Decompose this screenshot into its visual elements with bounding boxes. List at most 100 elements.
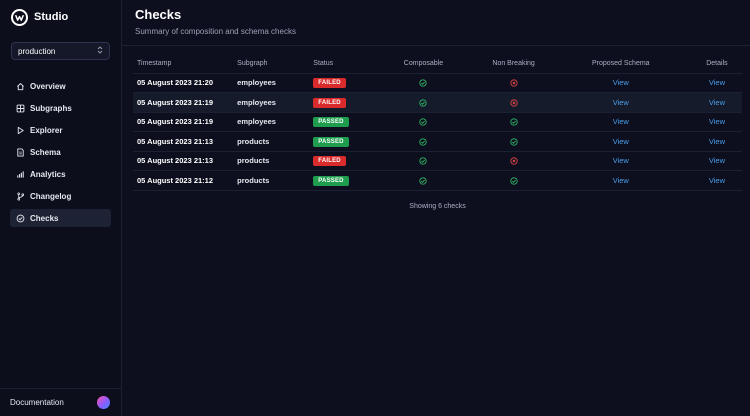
- table-row[interactable]: 05 August 2023 21:19 employees PASSED View V…: [133, 112, 742, 132]
- check-circle-icon: [419, 78, 428, 87]
- check-circle-icon: [509, 176, 518, 185]
- main-content: Checks Summary of composition and schema…: [122, 0, 750, 416]
- cell-proposed-schema: View: [549, 92, 692, 113]
- cell-composable: [369, 73, 478, 93]
- view-details-link[interactable]: View: [708, 156, 725, 166]
- view-proposed-schema-link[interactable]: View: [612, 78, 629, 88]
- cell-subgraph: employees: [233, 92, 310, 113]
- cell-status: FAILED: [309, 92, 370, 113]
- view-details-link[interactable]: View: [708, 117, 725, 127]
- sidebar-item-explorer[interactable]: Explorer: [10, 121, 111, 139]
- page-subtitle: Summary of composition and schema checks: [135, 27, 296, 36]
- check-circle-icon: [419, 137, 428, 146]
- chevron-up-down-icon: [97, 46, 103, 56]
- checks-table: Timestamp Subgraph Status Composable Non…: [133, 55, 742, 191]
- table-row[interactable]: 05 August 2023 21:12 products PASSED View Vi…: [133, 170, 742, 191]
- sidebar-item-label: Overview: [30, 81, 66, 91]
- sidebar-item-schema[interactable]: Schema: [10, 143, 111, 161]
- cell-composable: [369, 92, 478, 113]
- cell-details: View: [691, 112, 742, 132]
- cell-details: View: [691, 73, 742, 93]
- status-badge: FAILED: [313, 156, 346, 167]
- studio-logo-icon: [11, 8, 28, 26]
- check-circle-icon: [509, 137, 518, 146]
- cell-details: View: [691, 170, 742, 191]
- cell-timestamp: 05 August 2023 21:20: [133, 73, 234, 93]
- cell-timestamp: 05 August 2023 21:19: [133, 112, 234, 132]
- git-branch-icon: [16, 191, 25, 201]
- documentation-link[interactable]: Documentation: [10, 398, 64, 407]
- cell-status: FAILED: [309, 73, 370, 93]
- column-header-timestamp: Timestamp: [133, 55, 234, 74]
- x-circle-icon: [509, 78, 518, 87]
- cell-proposed-schema: View: [549, 151, 692, 171]
- environment-select[interactable]: production: [11, 42, 110, 60]
- table-row[interactable]: 05 August 2023 21:13 products FAILED View Vi…: [133, 151, 742, 171]
- table-header-row: Timestamp Subgraph Status Composable Non…: [133, 55, 742, 74]
- view-proposed-schema-link[interactable]: View: [612, 117, 629, 127]
- view-proposed-schema-link[interactable]: View: [612, 156, 629, 166]
- column-header-composable: Composable: [369, 55, 478, 74]
- grid-icon: [16, 104, 25, 113]
- view-details-link[interactable]: View: [708, 136, 725, 146]
- sidebar-item-checks[interactable]: Checks: [10, 209, 111, 227]
- cell-subgraph: employees: [233, 73, 310, 93]
- cell-non-breaking: [477, 151, 550, 171]
- sidebar-item-changelog[interactable]: Changelog: [10, 187, 111, 205]
- cell-composable: [369, 170, 478, 191]
- cell-details: View: [691, 131, 742, 152]
- cell-composable: [369, 131, 478, 152]
- sidebar-item-overview[interactable]: Overview: [10, 77, 111, 95]
- sidebar-nav: Overview Subgraphs Explorer Schema: [0, 77, 121, 231]
- page-title: Checks: [135, 7, 182, 22]
- page-header: Checks Summary of composition and schema…: [122, 0, 750, 46]
- cell-subgraph: products: [233, 131, 310, 152]
- sidebar-item-label: Checks: [30, 213, 59, 223]
- view-proposed-schema-link[interactable]: View: [612, 175, 629, 185]
- view-proposed-schema-link[interactable]: View: [612, 97, 629, 107]
- environment-select-value: production: [18, 46, 56, 56]
- sidebar-item-subgraphs[interactable]: Subgraphs: [10, 99, 111, 117]
- home-icon: [16, 82, 25, 91]
- check-circle-icon: [419, 156, 428, 165]
- view-details-link[interactable]: View: [708, 97, 725, 107]
- column-header-proposed-schema: Proposed Schema: [549, 55, 692, 74]
- table-summary: Showing 6 checks: [409, 202, 466, 210]
- status-badge: PASSED: [313, 175, 349, 186]
- cell-non-breaking: [477, 170, 550, 191]
- view-details-link[interactable]: View: [708, 175, 725, 185]
- check-circle-icon: [16, 214, 25, 223]
- cell-proposed-schema: View: [549, 73, 692, 93]
- app-name: Studio: [34, 11, 69, 23]
- sidebar-footer: Documentation: [0, 388, 121, 416]
- column-header-non-breaking: Non Breaking: [477, 55, 550, 74]
- table-row[interactable]: 05 August 2023 21:20 employees FAILED View V…: [133, 73, 742, 93]
- view-details-link[interactable]: View: [708, 78, 725, 88]
- cell-timestamp: 05 August 2023 21:13: [133, 131, 234, 152]
- sidebar-item-analytics[interactable]: Analytics: [10, 165, 111, 183]
- cell-subgraph: products: [233, 170, 310, 191]
- cell-timestamp: 05 August 2023 21:12: [133, 170, 234, 191]
- bar-chart-icon: [16, 170, 25, 179]
- cell-status: FAILED: [309, 151, 370, 171]
- sidebar-item-label: Changelog: [30, 191, 72, 201]
- cell-details: View: [691, 92, 742, 113]
- sidebar: Studio production Overview Subgrap: [0, 0, 122, 416]
- table-row[interactable]: 05 August 2023 21:13 products PASSED View Vi…: [133, 131, 742, 152]
- status-badge: PASSED: [313, 117, 349, 128]
- table-row[interactable]: 05 August 2023 21:19 employees FAILED View V…: [133, 92, 742, 113]
- cell-status: PASSED: [309, 112, 370, 132]
- cell-non-breaking: [477, 92, 550, 113]
- avatar[interactable]: [97, 396, 110, 409]
- cell-subgraph: products: [233, 151, 310, 171]
- x-circle-icon: [509, 156, 518, 165]
- x-circle-icon: [509, 98, 518, 107]
- cell-proposed-schema: View: [549, 170, 692, 191]
- cell-details: View: [691, 151, 742, 171]
- status-badge: FAILED: [313, 97, 346, 108]
- checks-table-container: Timestamp Subgraph Status Composable Non…: [122, 46, 750, 210]
- brand[interactable]: Studio: [0, 2, 121, 32]
- column-header-subgraph: Subgraph: [233, 55, 310, 74]
- document-icon: [16, 147, 25, 157]
- view-proposed-schema-link[interactable]: View: [612, 136, 629, 146]
